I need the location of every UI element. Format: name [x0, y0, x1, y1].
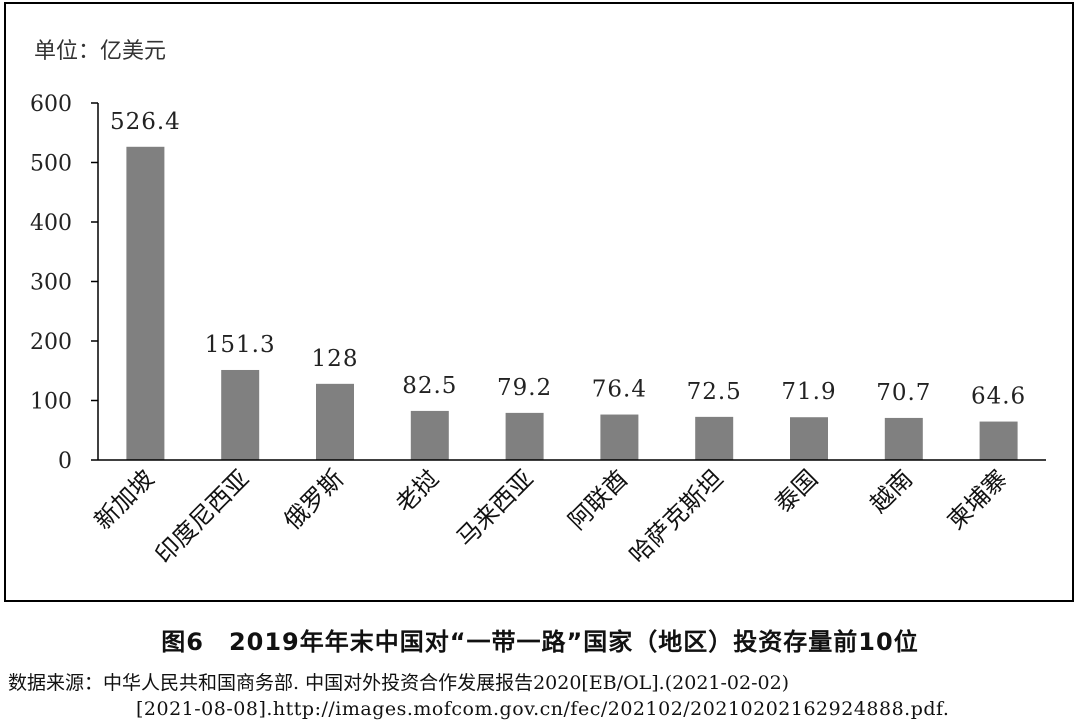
y-tick-label: 100	[30, 390, 72, 415]
bar-chart: 单位：亿美元 0 100 200 300 400 500 600 526.4 151.3 128…	[30, 39, 1046, 569]
y-tick-label: 400	[30, 211, 72, 236]
bar-6	[695, 416, 734, 460]
category-label: 老挝	[390, 464, 444, 518]
figure-caption: 图6 2019年年末中国对“一带一路”国家（地区）投资存量前10位	[161, 628, 919, 656]
chart-frame: 单位：亿美元 0 100 200 300 400 500 600 526.4 151.3 128…	[4, 2, 1074, 602]
source-note-line2: [2021-08-08].http://images.mofcom.gov.cn…	[136, 698, 950, 720]
category-label: 柬埔寨	[942, 464, 1013, 535]
data-label: 151.3	[205, 332, 276, 358]
data-label: 64.6	[971, 384, 1026, 410]
bar-8	[884, 417, 923, 460]
unit-label: 单位：亿美元	[34, 39, 166, 64]
bar-3	[410, 410, 449, 460]
bar-2	[316, 383, 354, 460]
category-label: 新加坡	[89, 464, 160, 535]
category-label: 马来西亚	[451, 464, 539, 552]
bar-9	[979, 421, 1018, 460]
bar-4	[505, 412, 544, 460]
source-note-line1: 数据来源：中华人民共和国商务部. 中国对外投资合作发展报告2020[EB/OL]…	[8, 672, 790, 694]
data-label: 526.4	[110, 109, 181, 135]
y-tick-label: 500	[30, 152, 72, 177]
category-label: 哈萨克斯坦	[624, 464, 729, 569]
data-label: 70.7	[876, 380, 931, 406]
y-tick-label: 0	[58, 449, 72, 474]
data-label: 79.2	[497, 375, 552, 401]
bar-5	[600, 414, 639, 460]
bars: 526.4 151.3 128 82.5 79.2 76.4 72.5 71.9 70.7 64.…	[110, 109, 1026, 461]
data-label: 76.4	[592, 377, 647, 403]
bar-7	[790, 417, 828, 460]
category-label: 越南	[864, 464, 918, 518]
category-label: 泰国	[770, 464, 824, 518]
y-tick-label: 600	[30, 92, 72, 117]
category-label: 俄罗斯	[279, 464, 350, 535]
bar-1	[221, 369, 260, 460]
category-label: 阿联酋	[563, 464, 634, 535]
data-label: 71.9	[781, 379, 836, 405]
category-label: 印度尼西亚	[150, 464, 255, 569]
y-tick-label: 200	[30, 330, 72, 355]
data-label: 72.5	[687, 379, 742, 405]
bar-0	[126, 146, 165, 461]
data-label: 82.5	[402, 373, 457, 399]
y-axis: 0 100 200 300 400 500 600	[30, 92, 99, 474]
y-tick-label: 300	[30, 271, 72, 296]
data-label: 128	[312, 346, 359, 372]
